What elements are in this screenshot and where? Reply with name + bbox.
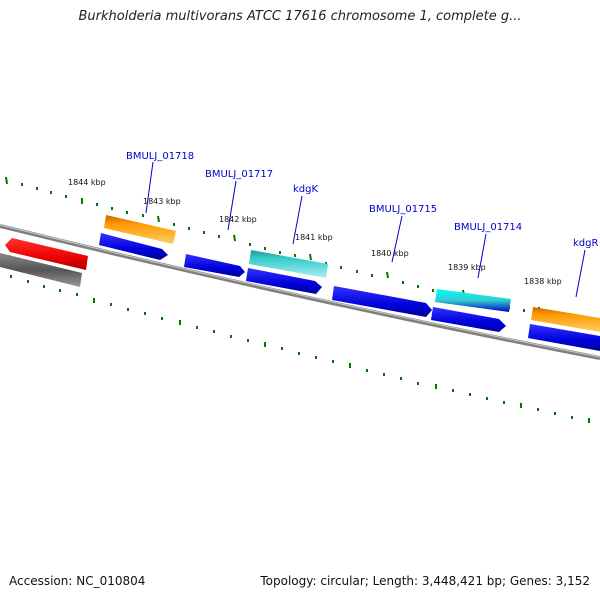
gene-box-bmulj-01714-cyan[interactable] [435, 289, 511, 312]
kbp-label-1838: 1838 kbp [524, 277, 562, 286]
gene-box-kdgr-orange[interactable] [531, 307, 600, 332]
gene-box-gray[interactable] [0, 253, 82, 287]
chromosome-backbone [0, 224, 600, 360]
gene-arrow-red[interactable] [5, 238, 88, 270]
gene-label-bmulj-01714[interactable]: BMULJ_01714 [454, 222, 522, 233]
gene-label-kdgr[interactable]: kdgR [573, 238, 598, 249]
kbp-label-1840: 1840 kbp [371, 249, 409, 258]
kbp-label-1839: 1839 kbp [448, 263, 486, 272]
chromosome-backbone-highlight [0, 224, 600, 358]
inner-tick-ring [10, 275, 590, 423]
gene-arrow-bmulj-01714[interactable] [431, 307, 506, 332]
gene-arrow-bmulj-01715[interactable] [332, 286, 432, 317]
kbp-label-1842: 1842 kbp [219, 215, 257, 224]
gene-label-bmulj-01715[interactable]: BMULJ_01715 [369, 204, 437, 215]
genome-info-label: Topology: circular; Length: 3,448,421 bp… [260, 574, 590, 588]
gene-arrow-bmulj-01717[interactable] [184, 254, 245, 277]
kbp-label-1843: 1843 kbp [143, 197, 181, 206]
accession-label: Accession: NC_010804 [9, 574, 146, 588]
gene-label-kdgk[interactable]: kdgK [293, 184, 318, 195]
gene-arrow-bmulj-01718[interactable] [99, 233, 168, 260]
kbp-label-1844: 1844 kbp [68, 178, 106, 187]
kbp-label-1841: 1841 kbp [295, 233, 333, 242]
gene-label-bmulj-01717[interactable]: BMULJ_01717 [205, 169, 273, 180]
gene-box-kdgk-cyan[interactable] [249, 250, 328, 278]
map-title: Burkholderia multivorans ATCC 17616 chro… [78, 9, 522, 24]
gene-arrow-kdgk[interactable] [246, 268, 322, 294]
gene-label-bmulj-01718[interactable]: BMULJ_01718 [126, 151, 194, 162]
gene-box-bmulj-01718-orange[interactable] [104, 215, 176, 244]
gene-arrow-kdgr[interactable] [528, 324, 600, 351]
gene-label-leaders [145, 161, 586, 298]
